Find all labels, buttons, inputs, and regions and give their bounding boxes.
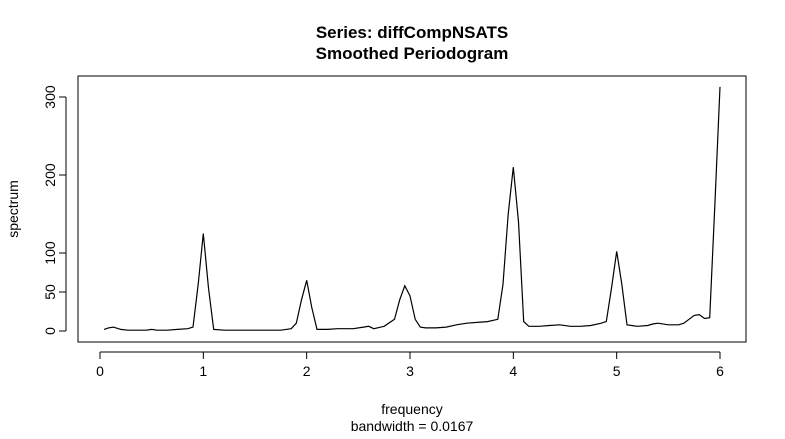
y-axis-label: spectrum <box>5 180 21 238</box>
x-tick-label: 5 <box>613 363 621 379</box>
x-tick-label: 6 <box>716 363 724 379</box>
x-tick-label: 2 <box>303 363 311 379</box>
y-axis: 0 50 100 200 300 <box>42 85 67 335</box>
chart-subtitle: Smoothed Periodogram <box>316 44 509 63</box>
y-tick-label: 0 <box>42 327 58 335</box>
y-tick-label: 50 <box>42 284 58 300</box>
plot-area-frame <box>77 75 747 343</box>
y-tick-label: 300 <box>42 85 58 109</box>
y-tick-label: 200 <box>42 163 58 187</box>
y-tick-label: 100 <box>42 241 58 265</box>
x-tick-label: 1 <box>199 363 207 379</box>
chart-title: Series: diffCompNSATS <box>316 23 508 42</box>
spectrum-series-line <box>103 86 721 331</box>
series-group <box>103 86 721 331</box>
x-axis: 0 1 2 3 4 5 6 <box>96 351 724 379</box>
x-tick-label: 0 <box>96 363 104 379</box>
x-axis-label: frequency <box>381 401 442 417</box>
x-tick-label: 4 <box>509 363 517 379</box>
x-tick-label: 3 <box>406 363 414 379</box>
x-axis-sublabel: bandwidth = 0.0167 <box>351 418 474 434</box>
